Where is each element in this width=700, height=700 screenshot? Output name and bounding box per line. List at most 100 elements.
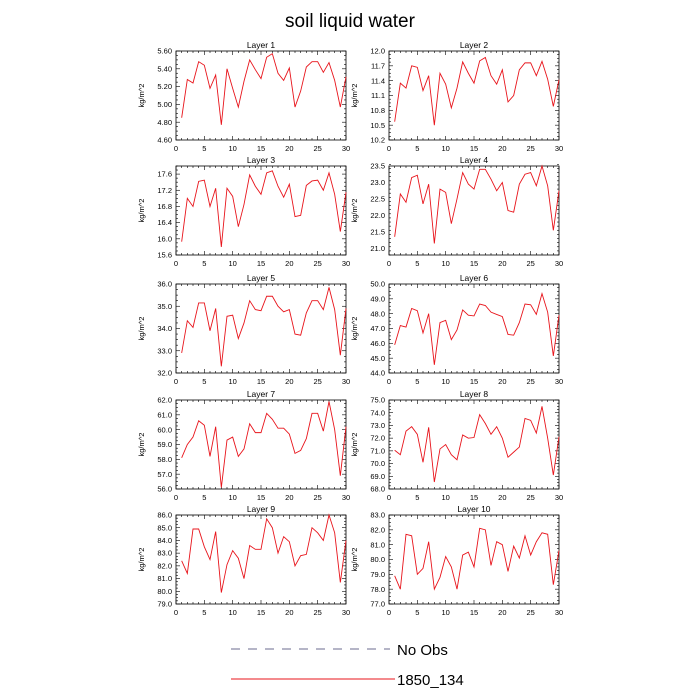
- y-axis-label: kg/m^2: [137, 433, 146, 457]
- y-tick-label: 23.0: [370, 178, 385, 187]
- y-tick-label: 72.0: [370, 434, 385, 443]
- x-tick-label: 25: [313, 608, 321, 617]
- panel-title: Layer 2: [460, 40, 489, 50]
- x-tick-label: 15: [257, 144, 265, 153]
- y-tick-label: 62.0: [157, 396, 172, 405]
- figure-title: soil liquid water: [285, 11, 416, 32]
- y-tick-label: 68.0: [370, 485, 385, 494]
- y-tick-label: 33.0: [157, 346, 172, 355]
- x-tick-label: 20: [498, 377, 506, 386]
- x-tick-label: 20: [285, 259, 293, 268]
- series-line-1850-134: [394, 56, 560, 126]
- x-tick-label: 10: [441, 144, 449, 153]
- x-tick-label: 30: [342, 259, 350, 268]
- panel-title: Layer 7: [247, 389, 276, 399]
- y-tick-label: 57.0: [157, 470, 172, 479]
- x-tick-label: 0: [387, 377, 391, 386]
- y-tick-label: 85.0: [157, 523, 172, 532]
- y-tick-label: 49.0: [370, 294, 385, 303]
- x-tick-label: 15: [257, 608, 265, 617]
- x-tick-label: 5: [202, 377, 206, 386]
- y-tick-label: 78.0: [370, 585, 385, 594]
- x-tick-label: 10: [228, 377, 236, 386]
- y-tick-label: 5.00: [157, 100, 172, 109]
- y-tick-label: 83.0: [157, 549, 172, 558]
- x-tick-label: 0: [387, 608, 391, 617]
- y-tick-label: 16.4: [157, 218, 172, 227]
- y-tick-label: 59.0: [157, 440, 172, 449]
- series-line-1850-134: [394, 164, 560, 244]
- y-tick-label: 34.0: [157, 324, 172, 333]
- x-tick-label: 15: [257, 377, 265, 386]
- y-tick-label: 5.20: [157, 82, 172, 91]
- y-tick-label: 79.0: [157, 600, 172, 609]
- y-tick-label: 45.0: [370, 354, 385, 363]
- x-tick-label: 20: [498, 144, 506, 153]
- y-tick-label: 58.0: [157, 455, 172, 464]
- panel-title: Layer 4: [460, 155, 489, 165]
- x-tick-label: 20: [285, 144, 293, 153]
- plot-frame: [388, 50, 560, 141]
- y-tick-label: 81.0: [370, 540, 385, 549]
- y-tick-label: 47.0: [370, 324, 385, 333]
- y-tick-label: 69.0: [370, 472, 385, 481]
- x-tick-label: 5: [415, 144, 419, 153]
- series-line-1850-134: [181, 513, 347, 593]
- y-tick-label: 10.5: [370, 121, 385, 130]
- x-tick-label: 15: [470, 144, 478, 153]
- x-tick-label: 5: [202, 493, 206, 502]
- x-tick-label: 30: [342, 608, 350, 617]
- x-tick-label: 15: [257, 493, 265, 502]
- x-tick-label: 0: [387, 144, 391, 153]
- chart-panel-5: 0 5 10 15 20 25 30 32.0 33.0 34.0 35.0 36.0 Layer 5 k…: [137, 273, 350, 386]
- series-line-1850-134: [181, 52, 347, 125]
- x-tick-label: 0: [174, 144, 178, 153]
- y-tick-label: 82.0: [370, 525, 385, 534]
- x-tick-label: 25: [313, 259, 321, 268]
- x-tick-label: 5: [415, 377, 419, 386]
- chart-panel-4: 0 5 10 15 20 25 30 21.0 21.5 22.0 22.5 23.0 23.5 Laye…: [350, 155, 563, 268]
- panel-title: Layer 6: [460, 273, 489, 283]
- x-tick-label: 0: [174, 493, 178, 502]
- panel-title: Layer 5: [247, 273, 276, 283]
- y-tick-label: 11.7: [371, 61, 385, 70]
- panel-title: Layer 9: [247, 504, 276, 514]
- chart-panel-10: 0 5 10 15 20 25 30 77.0 78.0 79.0 80.0 81.0 82.0 83.0…: [350, 504, 563, 617]
- series-line-1850-134: [394, 292, 560, 365]
- y-tick-label: 71.0: [370, 446, 385, 455]
- y-tick-label: 73.0: [370, 421, 385, 430]
- y-tick-label: 16.8: [157, 202, 172, 211]
- y-tick-label: 50.0: [370, 280, 385, 289]
- y-tick-label: 48.0: [370, 309, 385, 318]
- y-tick-label: 44.0: [370, 369, 385, 378]
- x-tick-label: 5: [202, 144, 206, 153]
- y-tick-label: 56.0: [157, 485, 172, 494]
- y-axis-label: kg/m^2: [137, 548, 146, 572]
- y-axis-label: kg/m^2: [137, 317, 146, 341]
- y-tick-label: 15.6: [157, 251, 172, 260]
- x-tick-label: 30: [555, 259, 563, 268]
- y-tick-label: 5.40: [157, 64, 172, 73]
- y-tick-label: 77.0: [370, 600, 385, 609]
- legend-label-no-obs: No Obs: [397, 642, 448, 659]
- panel-title: Layer 1: [247, 40, 276, 50]
- y-tick-label: 11.1: [371, 91, 385, 100]
- x-tick-label: 0: [174, 608, 178, 617]
- chart-panel-9: 0 5 10 15 20 25 30 79.0 80.0 81.0 82.0 83.0 84.0 85.0…: [137, 504, 350, 617]
- x-tick-label: 5: [415, 259, 419, 268]
- y-tick-label: 35.0: [157, 302, 172, 311]
- x-tick-label: 0: [174, 259, 178, 268]
- y-tick-label: 80.0: [370, 555, 385, 564]
- y-tick-label: 79.0: [370, 570, 385, 579]
- y-tick-label: 70.0: [370, 459, 385, 468]
- series-line-1850-134: [181, 287, 347, 367]
- plot-frame: [175, 399, 347, 490]
- chart-panel-8: 0 5 10 15 20 25 30 68.0 69.0 70.0 71.0 72.0 73.0 74.0…: [350, 389, 563, 502]
- x-tick-label: 15: [257, 259, 265, 268]
- panel-title: Layer 3: [247, 155, 276, 165]
- y-tick-label: 46.0: [370, 339, 385, 348]
- panel-grid: 0 5 10 15 20 25 30 4.60 4.80 5.00 5.20 5.40 5.60 Laye…: [137, 40, 563, 617]
- series-line-1850-134: [394, 406, 560, 483]
- series-line-1850-134: [394, 527, 560, 591]
- x-tick-label: 30: [342, 377, 350, 386]
